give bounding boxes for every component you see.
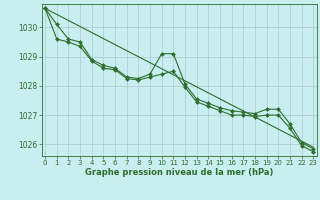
X-axis label: Graphe pression niveau de la mer (hPa): Graphe pression niveau de la mer (hPa)	[85, 168, 273, 177]
